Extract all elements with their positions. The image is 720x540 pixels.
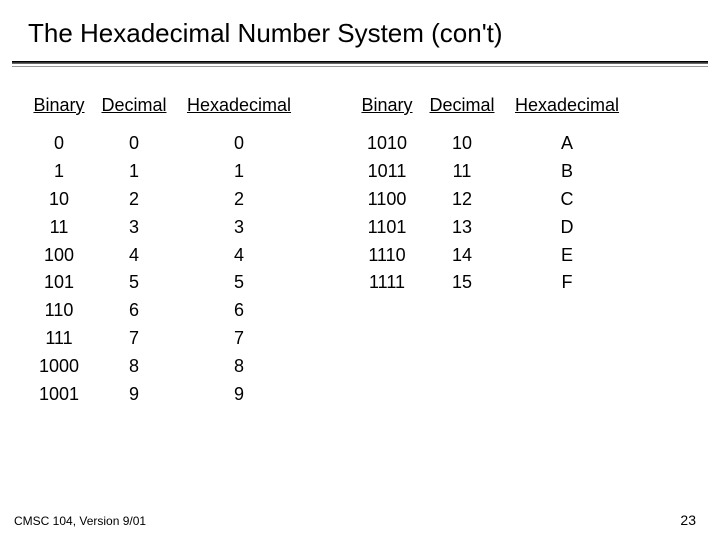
cell-decimal: 4 [94,242,174,270]
cell-decimal: 12 [422,186,502,214]
cell-decimal: 11 [422,158,502,186]
left-table: Binary Decimal Hexadecimal 0001111022113… [24,95,304,409]
cell-hex: 7 [174,325,304,353]
cell-hex: 5 [174,269,304,297]
table-row: 1133 [24,214,304,242]
cell-binary: 0 [24,130,94,158]
cell-decimal: 9 [94,381,174,409]
table-row: 110113D [352,214,632,242]
cell-binary: 1000 [24,353,94,381]
content-area: Binary Decimal Hexadecimal 0001111022113… [0,67,720,409]
cell-decimal: 6 [94,297,174,325]
cell-hex: 8 [174,353,304,381]
cell-binary: 1100 [352,186,422,214]
cell-hex: F [502,269,632,297]
cell-decimal: 7 [94,325,174,353]
header-decimal: Decimal [422,95,502,116]
cell-hex: C [502,186,632,214]
cell-decimal: 13 [422,214,502,242]
footer-page-number: 23 [680,512,696,528]
cell-hex: E [502,242,632,270]
right-table: Binary Decimal Hexadecimal 101010A101111… [352,95,632,409]
cell-binary: 1 [24,158,94,186]
title-divider [12,61,708,67]
cell-decimal: 3 [94,214,174,242]
table-row: 1022 [24,186,304,214]
table-row: 000 [24,130,304,158]
table-row: 111115F [352,269,632,297]
cell-binary: 1011 [352,158,422,186]
cell-decimal: 10 [422,130,502,158]
left-table-header: Binary Decimal Hexadecimal [24,95,304,116]
cell-binary: 101 [24,269,94,297]
cell-hex: 1 [174,158,304,186]
table-row: 100199 [24,381,304,409]
right-table-header: Binary Decimal Hexadecimal [352,95,632,116]
table-row: 101010A [352,130,632,158]
cell-binary: 1110 [352,242,422,270]
cell-decimal: 1 [94,158,174,186]
cell-binary: 1111 [352,269,422,297]
slide-title: The Hexadecimal Number System (con't) [0,0,720,61]
cell-hex: 4 [174,242,304,270]
cell-decimal: 8 [94,353,174,381]
header-hex: Hexadecimal [502,95,632,116]
cell-binary: 1010 [352,130,422,158]
cell-binary: 1101 [352,214,422,242]
cell-hex: 2 [174,186,304,214]
footer-course-info: CMSC 104, Version 9/01 [14,514,146,528]
cell-decimal: 0 [94,130,174,158]
cell-binary: 1001 [24,381,94,409]
header-hex: Hexadecimal [174,95,304,116]
cell-hex: 6 [174,297,304,325]
table-row: 111014E [352,242,632,270]
cell-decimal: 14 [422,242,502,270]
cell-hex: A [502,130,632,158]
cell-hex: D [502,214,632,242]
table-row: 111 [24,158,304,186]
table-row: 100088 [24,353,304,381]
header-decimal: Decimal [94,95,174,116]
cell-binary: 111 [24,325,94,353]
cell-binary: 100 [24,242,94,270]
cell-hex: B [502,158,632,186]
table-row: 11066 [24,297,304,325]
cell-decimal: 5 [94,269,174,297]
table-row: 110012C [352,186,632,214]
header-binary: Binary [352,95,422,116]
cell-hex: 9 [174,381,304,409]
table-row: 10155 [24,269,304,297]
table-row: 11177 [24,325,304,353]
cell-binary: 11 [24,214,94,242]
cell-hex: 3 [174,214,304,242]
cell-binary: 110 [24,297,94,325]
table-row: 101111B [352,158,632,186]
table-row: 10044 [24,242,304,270]
cell-decimal: 2 [94,186,174,214]
cell-decimal: 15 [422,269,502,297]
cell-binary: 10 [24,186,94,214]
header-binary: Binary [24,95,94,116]
cell-hex: 0 [174,130,304,158]
